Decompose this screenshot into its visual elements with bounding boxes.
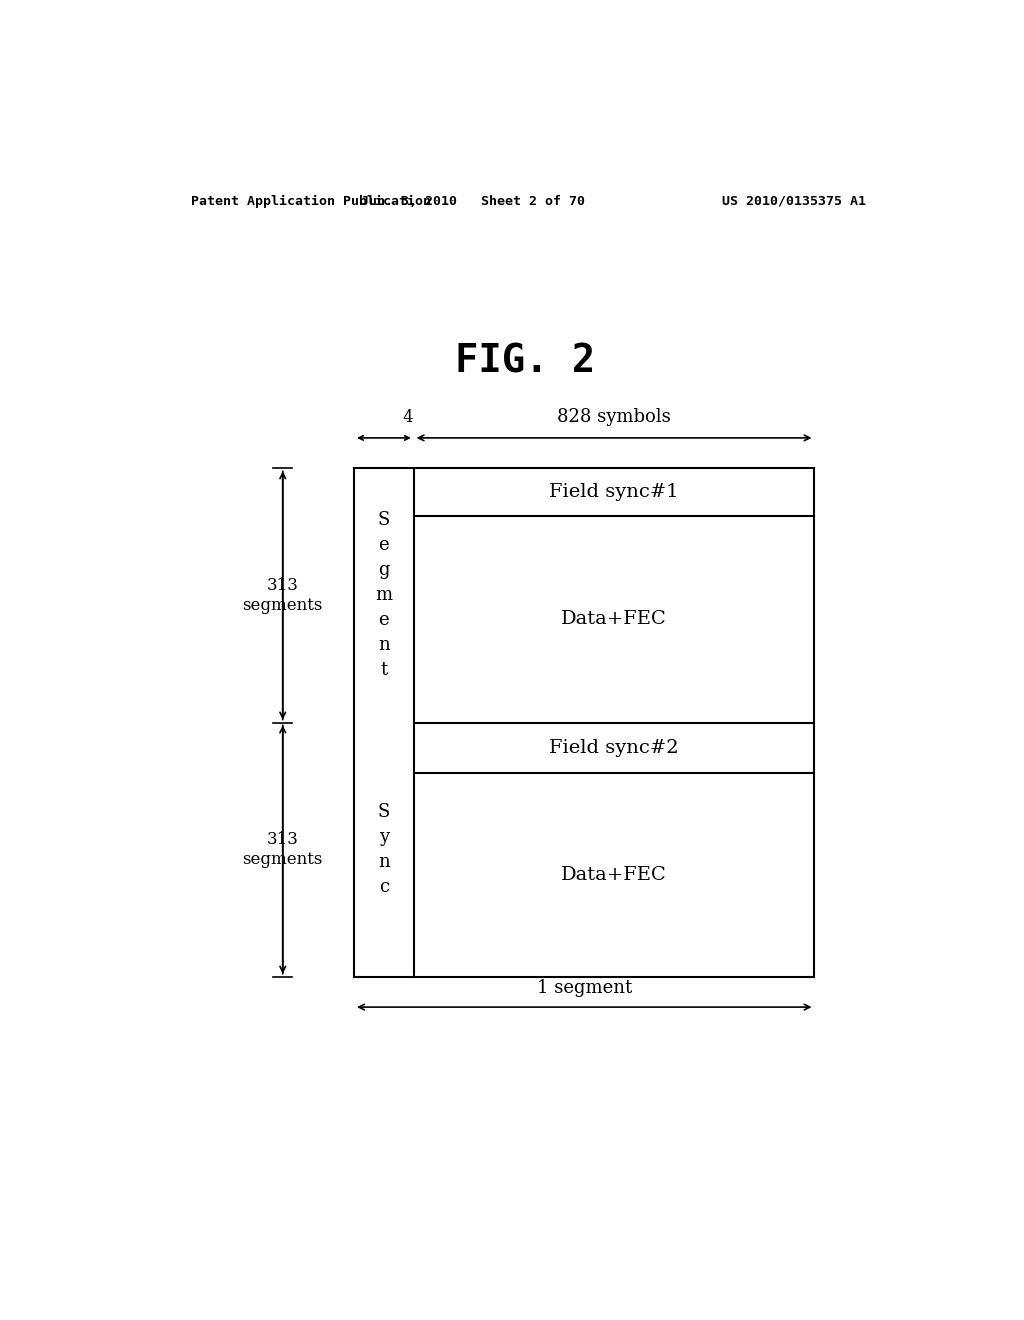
Text: 4: 4 [402,409,413,426]
Text: 1 segment: 1 segment [537,979,632,997]
Text: Data+FEC: Data+FEC [561,866,667,884]
Text: Field sync#2: Field sync#2 [549,739,679,756]
Text: Jun. 3, 2010   Sheet 2 of 70: Jun. 3, 2010 Sheet 2 of 70 [361,194,586,207]
Text: Data+FEC: Data+FEC [561,610,667,628]
Text: 313
segments: 313 segments [243,577,323,614]
Text: FIG. 2: FIG. 2 [455,343,595,380]
Bar [354,469,814,977]
Text: 313
segments: 313 segments [243,832,323,867]
Text: Field sync#1: Field sync#1 [549,483,679,502]
Text: S
y
n
c: S y n c [378,803,390,896]
Text: US 2010/0135375 A1: US 2010/0135375 A1 [722,194,866,207]
Text: Patent Application Publication: Patent Application Publication [191,194,431,207]
Text: 828 symbols: 828 symbols [557,408,671,426]
Text: S
e
g
m
e
n
t: S e g m e n t [376,511,392,680]
